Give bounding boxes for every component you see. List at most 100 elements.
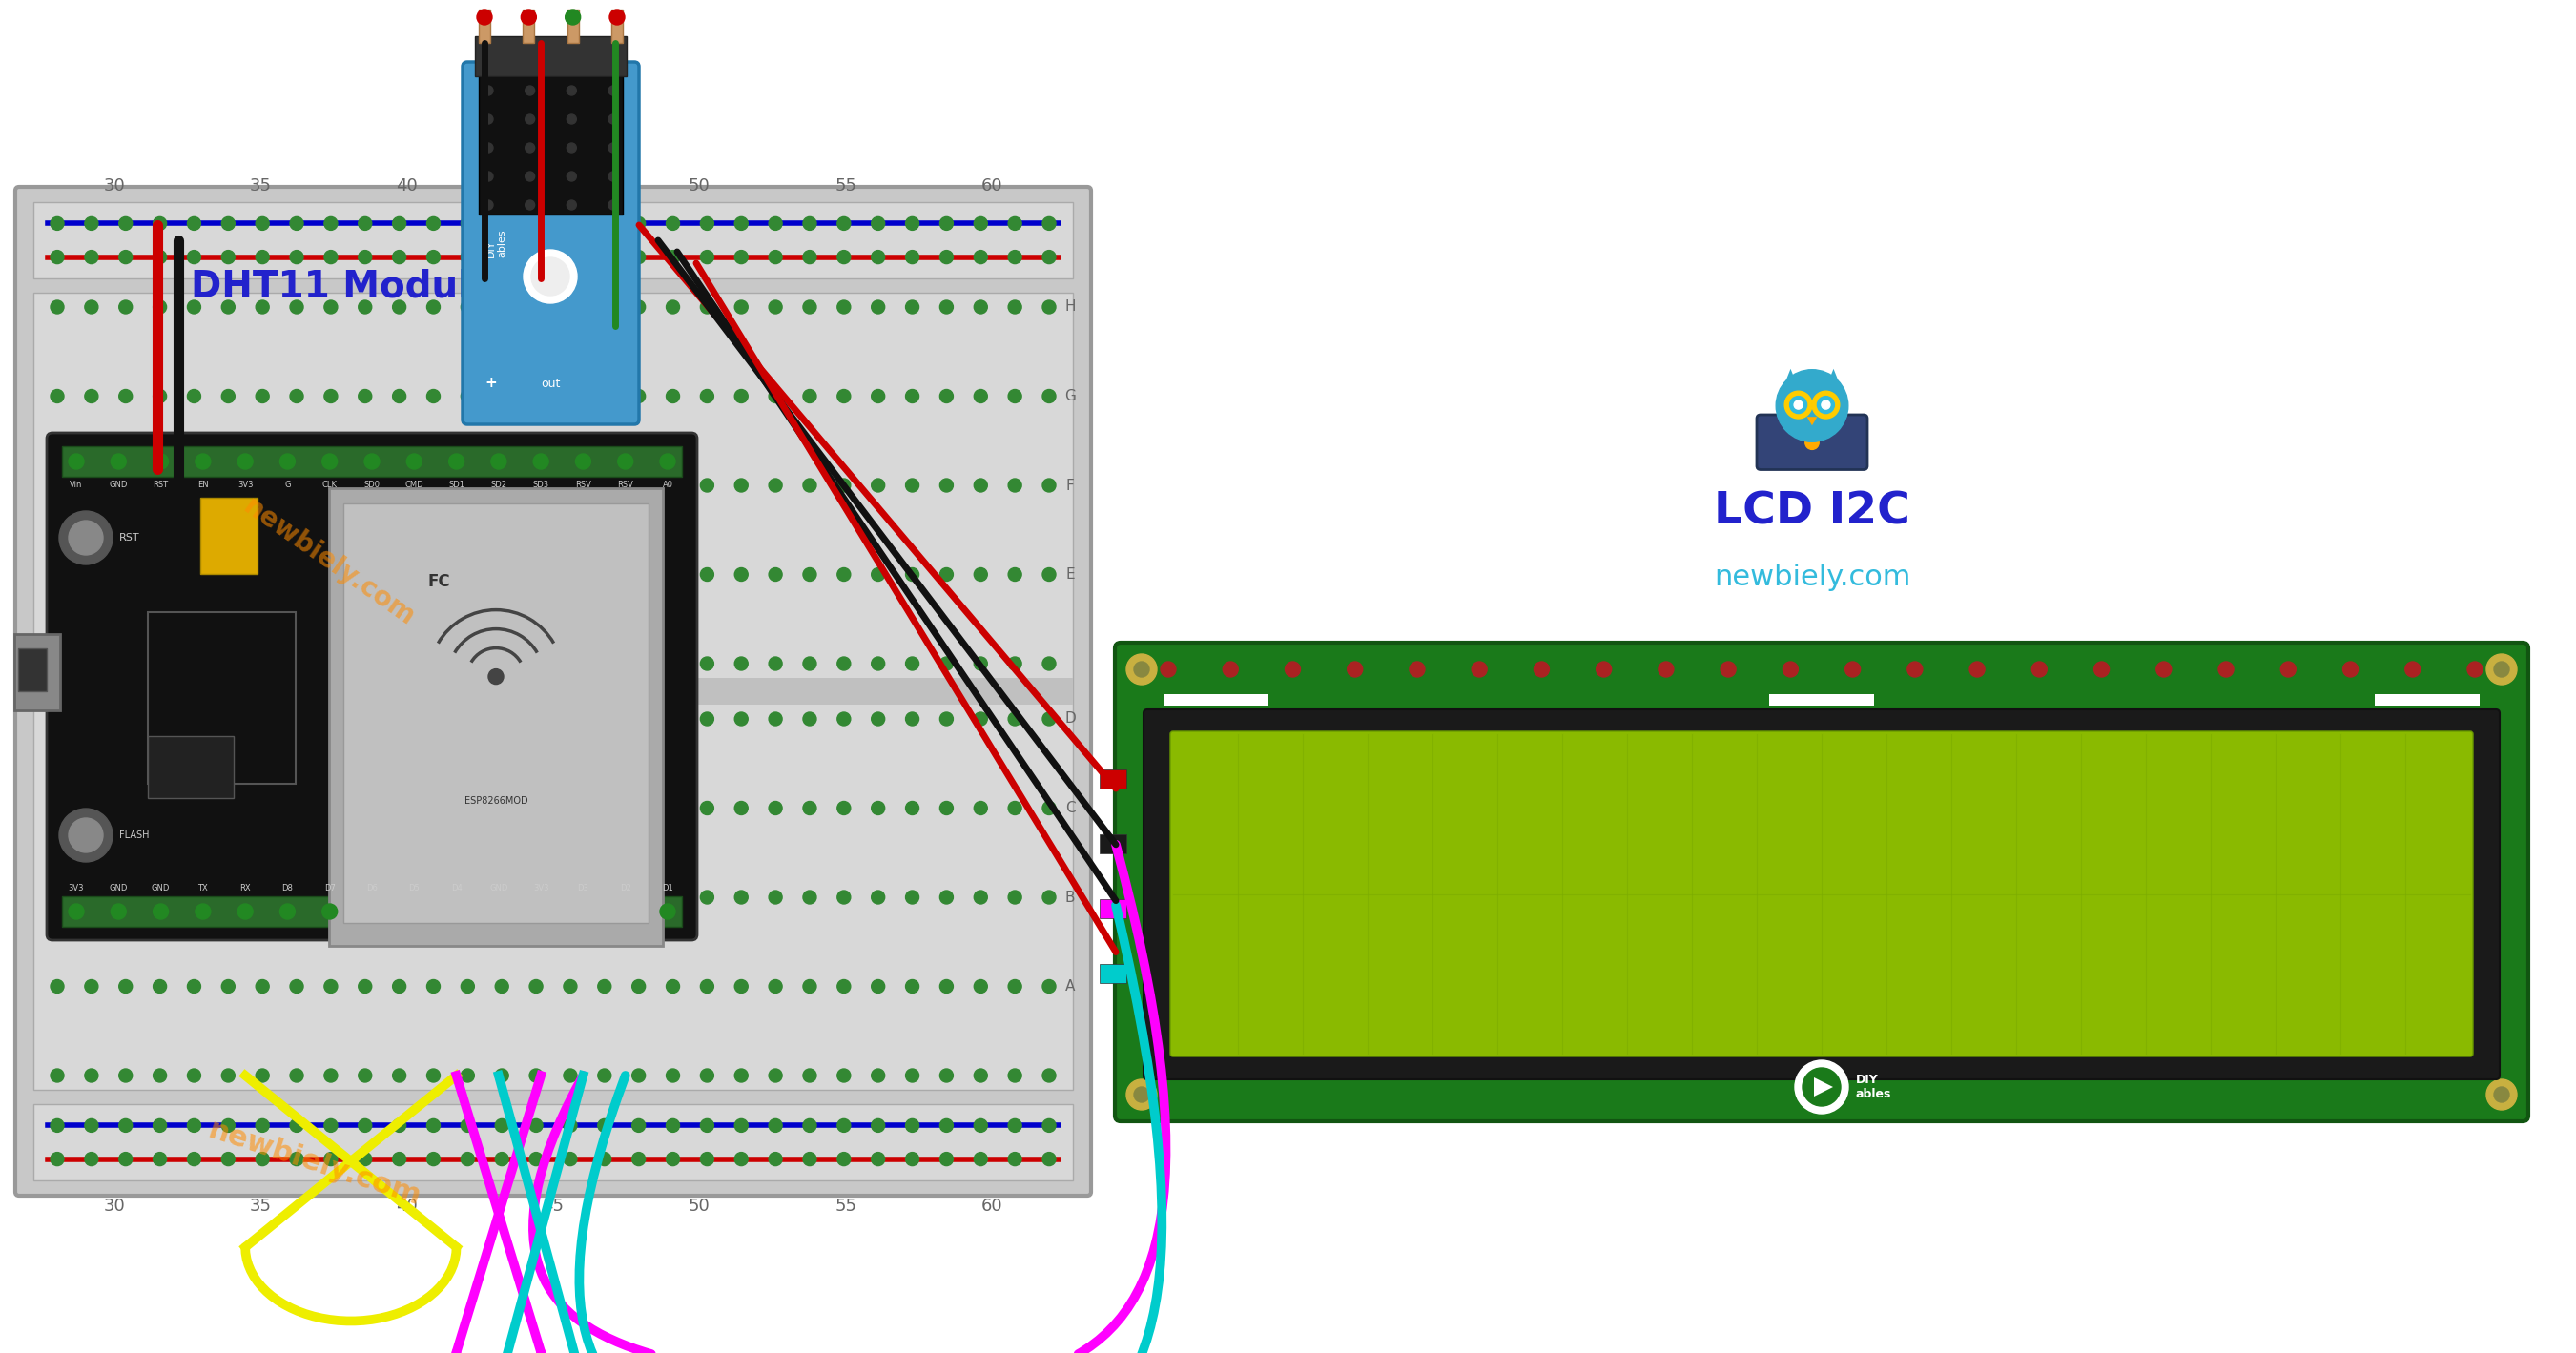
Text: 35: 35 — [250, 1197, 270, 1215]
Circle shape — [659, 453, 675, 469]
Circle shape — [188, 980, 201, 993]
Circle shape — [1162, 662, 1175, 676]
Circle shape — [461, 568, 474, 582]
Circle shape — [392, 1119, 407, 1132]
Circle shape — [907, 890, 920, 904]
Circle shape — [734, 1153, 747, 1166]
Circle shape — [598, 568, 611, 582]
Circle shape — [325, 980, 337, 993]
Text: D8: D8 — [281, 884, 294, 893]
Circle shape — [52, 658, 64, 670]
Circle shape — [1007, 1119, 1023, 1132]
Circle shape — [768, 658, 783, 670]
Circle shape — [152, 479, 167, 492]
Polygon shape — [1806, 417, 1816, 425]
Circle shape — [118, 890, 131, 904]
Circle shape — [222, 479, 234, 492]
Circle shape — [667, 250, 680, 264]
Circle shape — [255, 479, 268, 492]
Circle shape — [608, 143, 618, 153]
Circle shape — [871, 250, 884, 264]
Circle shape — [837, 250, 850, 264]
Circle shape — [631, 1069, 647, 1082]
Circle shape — [974, 658, 987, 670]
Circle shape — [407, 453, 422, 469]
Circle shape — [611, 9, 626, 24]
Circle shape — [392, 890, 407, 904]
FancyBboxPatch shape — [1144, 709, 2499, 1080]
Circle shape — [526, 115, 536, 124]
Circle shape — [564, 801, 577, 815]
Circle shape — [564, 890, 577, 904]
Circle shape — [188, 1119, 201, 1132]
Circle shape — [631, 390, 647, 403]
Circle shape — [531, 216, 544, 230]
Circle shape — [85, 390, 98, 403]
Circle shape — [804, 1069, 817, 1082]
Circle shape — [291, 890, 304, 904]
Text: GND: GND — [108, 480, 129, 490]
Circle shape — [1043, 479, 1056, 492]
Circle shape — [392, 712, 407, 725]
Circle shape — [659, 904, 675, 919]
Circle shape — [222, 801, 234, 815]
Circle shape — [152, 300, 167, 314]
Circle shape — [222, 1069, 234, 1082]
Circle shape — [974, 712, 987, 725]
Text: TX: TX — [198, 884, 209, 893]
Circle shape — [291, 479, 304, 492]
Circle shape — [667, 658, 680, 670]
Circle shape — [358, 1119, 371, 1132]
Text: RX: RX — [240, 884, 250, 893]
Circle shape — [531, 658, 544, 670]
Circle shape — [281, 453, 296, 469]
Circle shape — [974, 568, 987, 582]
Circle shape — [1347, 662, 1363, 676]
Circle shape — [1007, 801, 1023, 815]
Circle shape — [495, 1069, 507, 1082]
Circle shape — [118, 300, 131, 314]
Circle shape — [598, 1069, 611, 1082]
Circle shape — [152, 890, 167, 904]
Circle shape — [618, 453, 634, 469]
Circle shape — [608, 200, 618, 210]
Text: DIY
ables: DIY ables — [1855, 1074, 1891, 1100]
Circle shape — [1007, 980, 1023, 993]
Circle shape — [1785, 391, 1811, 418]
Circle shape — [564, 712, 577, 725]
Text: RST: RST — [118, 533, 139, 543]
Circle shape — [1821, 400, 1829, 409]
Bar — [147, 612, 296, 783]
Circle shape — [768, 712, 783, 725]
Circle shape — [428, 1153, 440, 1166]
Circle shape — [940, 479, 953, 492]
Circle shape — [598, 1153, 611, 1166]
Circle shape — [667, 1153, 680, 1166]
Circle shape — [974, 801, 987, 815]
Circle shape — [734, 801, 747, 815]
Circle shape — [52, 980, 64, 993]
Circle shape — [85, 216, 98, 230]
Circle shape — [492, 904, 507, 919]
Circle shape — [448, 453, 464, 469]
Circle shape — [564, 216, 577, 230]
Circle shape — [974, 980, 987, 993]
Circle shape — [188, 390, 201, 403]
Circle shape — [1043, 712, 1056, 725]
Circle shape — [484, 200, 492, 210]
Circle shape — [291, 250, 304, 264]
Circle shape — [428, 980, 440, 993]
Circle shape — [531, 479, 544, 492]
Bar — [2375, 694, 2481, 705]
Circle shape — [631, 1119, 647, 1132]
Circle shape — [598, 216, 611, 230]
Circle shape — [255, 1153, 268, 1166]
Circle shape — [701, 250, 714, 264]
Text: GND: GND — [108, 884, 129, 893]
Text: newbiely.com: newbiely.com — [237, 494, 420, 632]
Circle shape — [70, 453, 85, 469]
Circle shape — [461, 658, 474, 670]
Circle shape — [392, 479, 407, 492]
Circle shape — [70, 521, 103, 555]
Text: 30: 30 — [103, 177, 126, 195]
